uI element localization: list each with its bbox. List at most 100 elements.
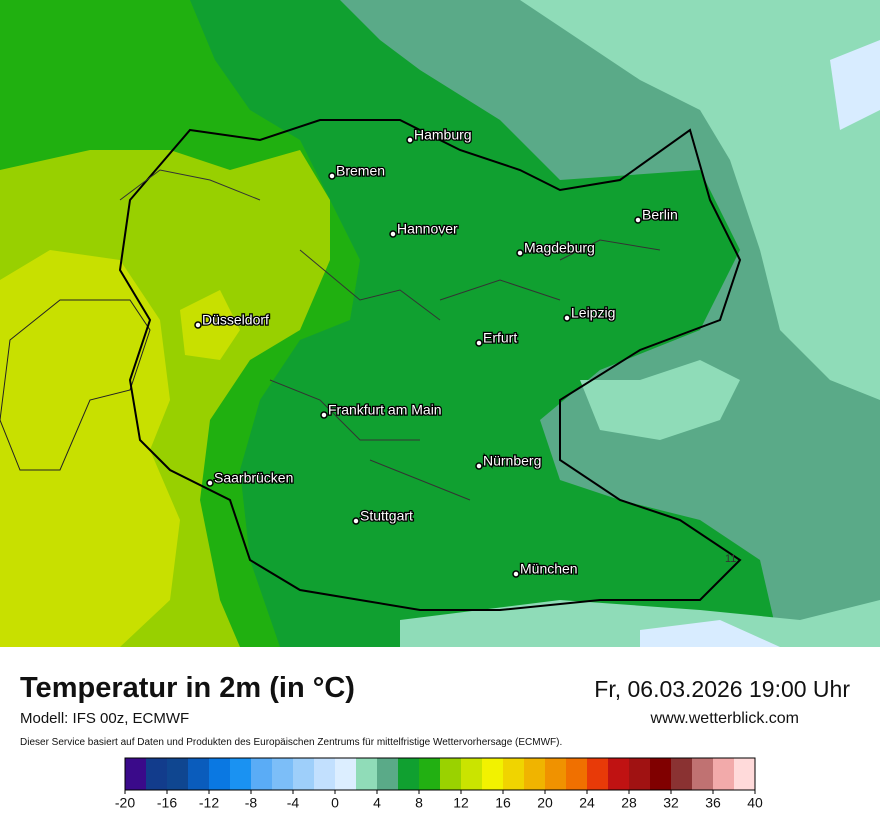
- city-label: Berlin: [642, 207, 678, 223]
- city-label: Saarbrücken: [214, 470, 293, 486]
- city-label: Leipzig: [571, 305, 615, 321]
- colorbar: -20 -16 -12 -8 -4 0 4 8 12 16 20 24 28 32 36 40: [115, 757, 763, 811]
- colorbar-tick-label: 32: [663, 795, 679, 811]
- colorbar-segment: [545, 758, 567, 790]
- colorbar-segment: [671, 758, 693, 790]
- city-dot: [206, 479, 214, 487]
- city-label: Frankfurt am Main: [328, 402, 442, 418]
- city-dot: [352, 517, 360, 525]
- colorbar-segment: [524, 758, 546, 790]
- colorbar-segment: [188, 758, 210, 790]
- isotherm-label: 11: [725, 553, 736, 565]
- city: Nürnberg: [475, 451, 543, 470]
- valid-time: Fr, 06.03.2026 19:00 Uhr: [594, 676, 850, 702]
- region: [0, 250, 180, 647]
- city-label: Magdeburg: [524, 240, 595, 256]
- city: Berlin: [634, 205, 679, 224]
- city: Magdeburg: [516, 238, 596, 257]
- colorbar-segment: [629, 758, 651, 790]
- colorbar-segment: [419, 758, 441, 790]
- region: [180, 290, 240, 360]
- colorbar-segment: [713, 758, 735, 790]
- colorbar-tick-label: -4: [287, 795, 300, 811]
- colorbar-segment: [251, 758, 273, 790]
- city-dot: [406, 136, 414, 144]
- colorbar-segment: [587, 758, 609, 790]
- colorbar-segment: [398, 758, 420, 790]
- colorbar-tick-label: 4: [373, 795, 381, 811]
- colorbar-segment: [356, 758, 378, 790]
- colorbar-segment: [734, 758, 756, 790]
- city: Frankfurt am Main: [320, 400, 443, 419]
- colorbar-tick-label: -8: [245, 795, 258, 811]
- city: Hannover: [389, 219, 459, 238]
- colorbar-tick-label: 36: [705, 795, 721, 811]
- map: 11 Hamburg Bremen Berlin Hannover Magdeb…: [0, 0, 880, 647]
- city-dot: [475, 339, 483, 347]
- city-label: Nürnberg: [483, 453, 541, 469]
- city-dot: [194, 321, 202, 329]
- region: [400, 600, 880, 647]
- city-label: Hamburg: [414, 127, 472, 143]
- city-dot: [475, 462, 483, 470]
- colorbar-segment: [167, 758, 189, 790]
- city-label: Erfurt: [483, 330, 517, 346]
- colorbar-segment: [482, 758, 504, 790]
- city-dot: [563, 314, 571, 322]
- colorbar-segment: [461, 758, 483, 790]
- colorbar-segment: [566, 758, 588, 790]
- city-label: Hannover: [397, 221, 458, 237]
- region: [580, 360, 740, 440]
- city-dot: [389, 230, 397, 238]
- colorbar-segment: [335, 758, 357, 790]
- colorbar-segment: [125, 758, 147, 790]
- state-border: [119, 169, 661, 501]
- colorbar-segment: [293, 758, 315, 790]
- city-label: Bremen: [336, 163, 385, 179]
- colorbar-tick-label: 20: [537, 795, 553, 811]
- colorbar-segment: [608, 758, 630, 790]
- colorbar-tick-label: 40: [747, 795, 763, 811]
- city: Stuttgart: [352, 506, 414, 525]
- city: Bremen: [328, 161, 386, 180]
- region: [640, 620, 780, 647]
- colorbar-segment: [272, 758, 294, 790]
- city: Leipzig: [563, 303, 617, 322]
- city-dot: [512, 570, 520, 578]
- city: Hamburg: [406, 125, 473, 144]
- colorbar-segment: [209, 758, 231, 790]
- colorbar-segment: [230, 758, 252, 790]
- country-border: [118, 119, 742, 611]
- city-label: Stuttgart: [360, 508, 413, 524]
- colorbar-tick-label: 8: [415, 795, 423, 811]
- colorbar-tick-label: 16: [495, 795, 511, 811]
- colorbar-tick-label: -12: [199, 795, 219, 811]
- city-dot: [320, 411, 328, 419]
- website: www.wetterblick.com: [650, 710, 799, 727]
- colorbar-tick-label: -16: [157, 795, 177, 811]
- city-label: München: [520, 561, 578, 577]
- city-dot: [516, 249, 524, 257]
- city-dot: [328, 172, 336, 180]
- region: [830, 40, 880, 130]
- city: Düsseldorf: [194, 310, 270, 329]
- city: München: [512, 559, 579, 578]
- colorbar-tick-label: 24: [579, 795, 595, 811]
- city-label: Düsseldorf: [202, 312, 269, 328]
- colorbar-tick-label: 0: [331, 795, 339, 811]
- city-dot: [634, 216, 642, 224]
- region: [730, 60, 880, 400]
- colorbar-segment: [440, 758, 462, 790]
- colorbar-tick-label: 12: [453, 795, 469, 811]
- title: Temperatur in 2m (in °C): [20, 672, 355, 704]
- colorbar-segment: [650, 758, 672, 790]
- colorbar-segment: [692, 758, 714, 790]
- city: Erfurt: [475, 328, 519, 347]
- colorbar-segment: [377, 758, 399, 790]
- border: [0, 299, 151, 471]
- colorbar-tick-label: -20: [115, 795, 135, 811]
- colorbar-frame: [124, 757, 756, 791]
- city: Saarbrücken: [206, 468, 295, 487]
- model: Modell: IFS 00z, ECMWF: [20, 710, 190, 727]
